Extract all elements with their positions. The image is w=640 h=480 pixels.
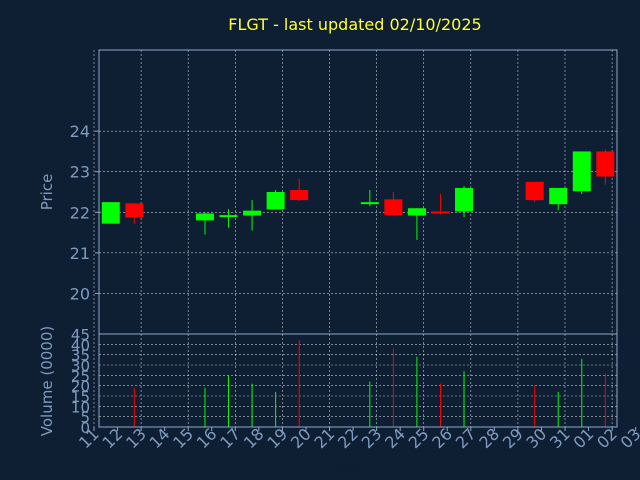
candle-body [407, 208, 426, 216]
candle-body [525, 181, 544, 201]
chart-title: FLGT - last updated 02/10/2025 [228, 15, 481, 34]
candle-body [384, 199, 403, 216]
x-axis-ticks: 1112131415161718192021222324252627282930… [75, 424, 640, 452]
price-tick-label: 20 [70, 284, 90, 303]
price-axis-ticks: 20 21 22 23 24 [70, 122, 99, 303]
price-tick-label: 23 [70, 163, 90, 182]
candle-body [243, 210, 262, 216]
price-candles [101, 149, 615, 240]
candle-body [195, 213, 214, 221]
volume-tick-label: 20 [71, 378, 90, 396]
candle-body [125, 203, 144, 218]
volume-tick-label: 0 [80, 419, 90, 437]
x-tick-label: 03 [617, 424, 640, 452]
price-tick-label: 24 [70, 122, 90, 141]
price-tick-label: 21 [70, 244, 90, 263]
candle-body [431, 211, 450, 214]
candle-body [596, 151, 615, 177]
candle-body [455, 187, 474, 212]
y-axis-label: Price [38, 174, 56, 211]
volume-plot-frame [98, 333, 618, 428]
candle-body [572, 151, 591, 192]
price-tick-label: 22 [70, 203, 90, 222]
volume-bars [133, 340, 606, 427]
candle-body [290, 189, 309, 201]
volume-tick-label: 35 [71, 347, 90, 365]
volume-grid [93, 333, 617, 428]
candle-body [266, 192, 285, 210]
volume-axis-label: Volume (0000) [38, 326, 56, 436]
volume-tick-label: 40 [71, 336, 90, 354]
candle-body [360, 202, 379, 205]
volume-tick-label: 5 [80, 409, 90, 427]
candle-body [219, 215, 238, 218]
candle-body [101, 202, 120, 224]
volume-tick-label: 15 [71, 388, 90, 406]
x-axis-label: Day [333, 457, 363, 475]
volume-tick-label: 10 [71, 398, 90, 416]
candle-body [549, 187, 568, 205]
volume-tick-label: 45 [71, 326, 90, 344]
volume-tick-label: 25 [71, 367, 90, 385]
volume-tick-label: 30 [71, 357, 90, 375]
